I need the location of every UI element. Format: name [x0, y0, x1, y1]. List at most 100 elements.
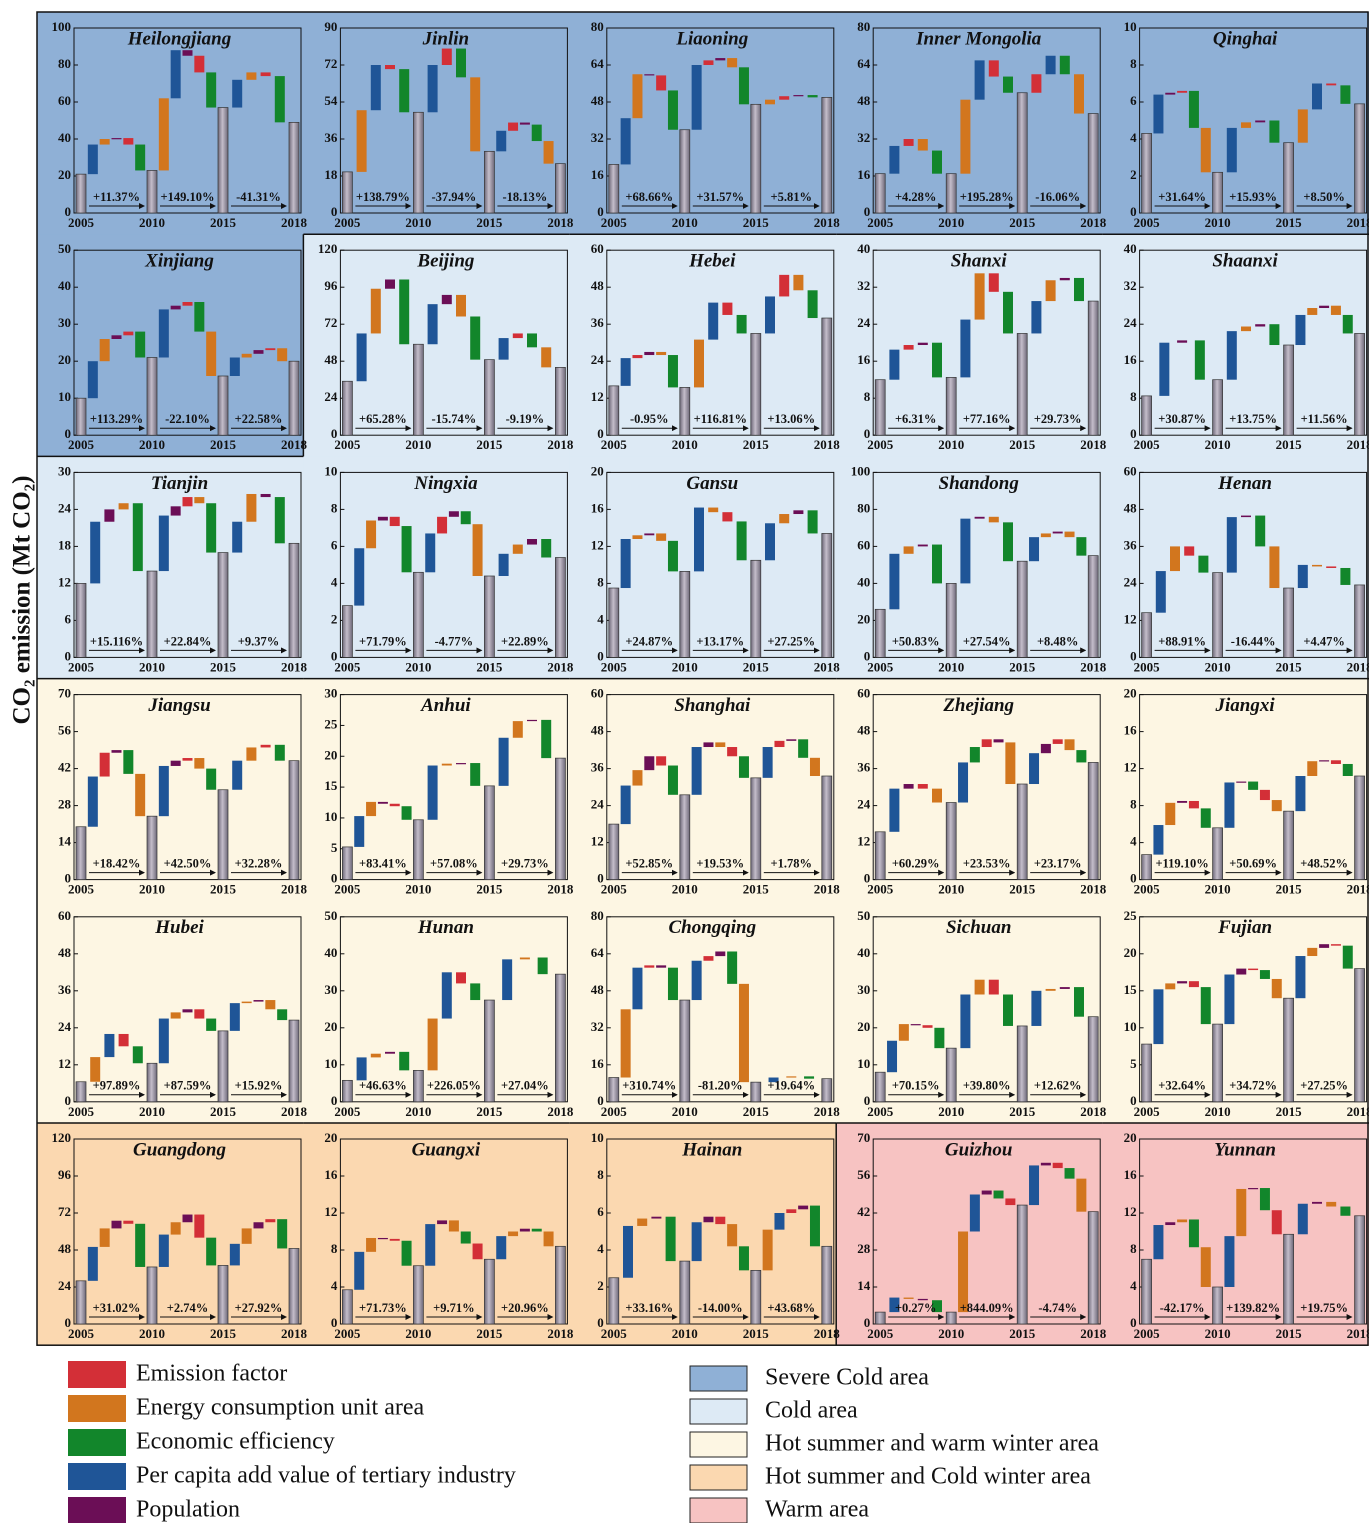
waterfall-step [807, 510, 818, 534]
waterfall-step [1153, 1225, 1164, 1260]
panel-title: Guizhou [945, 1139, 1013, 1160]
waterfall-step [519, 957, 530, 960]
y-tick-label: 16 [591, 500, 605, 515]
waterfall-step [727, 1224, 738, 1247]
y-tick-label: 14 [58, 834, 72, 849]
panel-title: Hebei [688, 251, 736, 272]
x-tick-label: 2010 [405, 215, 431, 230]
x-tick-label: 2018 [1347, 1326, 1369, 1341]
total-bar [288, 542, 300, 658]
x-tick-label: 2015 [210, 882, 237, 897]
waterfall-step [793, 510, 804, 515]
waterfall-step [1076, 537, 1087, 556]
y-tick-label: 12 [591, 834, 604, 849]
waterfall-step [708, 302, 719, 340]
waterfall-step [1029, 1165, 1040, 1206]
y-tick-label: 120 [52, 1130, 72, 1145]
y-tick-label: 0 [597, 1315, 604, 1330]
waterfall-step [158, 1018, 169, 1064]
waterfall-step [1297, 564, 1308, 589]
waterfall-step [889, 553, 900, 610]
waterfall-step [903, 546, 914, 554]
period-change-label: +138.79% [356, 190, 410, 204]
x-tick-label: 2005 [334, 1104, 361, 1119]
x-tick-label: 2018 [281, 1104, 308, 1119]
x-tick-label: 2015 [1276, 1326, 1303, 1341]
waterfall-step [960, 319, 971, 378]
waterfall-step [779, 274, 790, 297]
y-tick-label: 14 [857, 1278, 871, 1293]
x-tick-label: 2018 [547, 215, 574, 230]
waterfall-step [354, 548, 365, 606]
waterfall-step [889, 1297, 900, 1313]
panel-title: Sichuan [946, 917, 1011, 938]
y-tick-label: 10 [857, 1056, 870, 1071]
period-change-label: -41.31% [236, 190, 281, 204]
waterfall-step [623, 1225, 633, 1278]
waterfall-step [1177, 90, 1188, 93]
period-change-label: +11.37% [93, 190, 140, 204]
period-change-label: +77.16% [963, 412, 1011, 426]
waterfall-step [427, 1018, 438, 1071]
total-bar [217, 107, 229, 214]
waterfall-step [1307, 308, 1318, 315]
waterfall-step [1170, 546, 1180, 572]
waterfall-step [722, 302, 733, 315]
period-change-label: +65.28% [359, 412, 407, 426]
waterfall-step [241, 353, 252, 358]
waterfall-step [1295, 956, 1306, 999]
y-tick-label: 16 [1124, 352, 1138, 367]
panel-title: Guangxi [412, 1139, 481, 1160]
period-change-label: +29.73% [501, 856, 549, 870]
total-bar [750, 333, 762, 436]
plot-frame [872, 1138, 1101, 1325]
waterfall-step [399, 69, 410, 113]
total-bar [484, 359, 495, 436]
y-tick-label: 32 [857, 278, 870, 293]
panel-title: Shandong [939, 473, 1019, 494]
waterfall-step [1076, 1178, 1087, 1212]
period-change-label: +23.17% [1034, 856, 1082, 870]
waterfall-step [1241, 326, 1251, 332]
period-change-label: +9.37% [238, 634, 280, 648]
period-change-label: +13.75% [1229, 412, 1277, 426]
legend-label: Energy consumption unit area [136, 1395, 425, 1421]
waterfall-step [1059, 55, 1070, 75]
period-change-label: -18.13% [503, 190, 548, 204]
waterfall-step [111, 335, 122, 339]
waterfall-step [1342, 945, 1353, 969]
waterfall-step [1059, 987, 1070, 989]
waterfall-step [1059, 277, 1070, 281]
total-bar [484, 1258, 495, 1325]
period-change-label: +6.31% [895, 412, 937, 426]
waterfall-step [804, 1076, 815, 1079]
waterfall-step [427, 304, 438, 345]
waterfall-step [1200, 127, 1211, 173]
waterfall-step [694, 507, 704, 572]
x-tick-label: 2015 [476, 1326, 503, 1341]
waterfall-step [922, 1025, 933, 1028]
waterfall-step [277, 1009, 288, 1021]
waterfall-step [206, 331, 217, 376]
waterfall-step [470, 77, 481, 152]
waterfall-step [118, 503, 129, 510]
period-change-label: +5.81% [771, 190, 813, 204]
waterfall-step [194, 302, 205, 332]
waterfall-step [1255, 120, 1266, 123]
plot-frame [1139, 694, 1368, 881]
waterfall-step [1045, 280, 1056, 302]
x-tick-label: 2018 [814, 215, 841, 230]
waterfall-step [981, 739, 992, 748]
waterfall-step [512, 721, 523, 738]
total-bar [217, 552, 229, 658]
y-tick-label: 80 [857, 19, 870, 34]
y-tick-label: 40 [1124, 241, 1137, 256]
total-bar [146, 815, 158, 880]
y-tick-label: 60 [58, 908, 71, 923]
plot-frame [1139, 1138, 1368, 1325]
waterfall-step [1297, 109, 1308, 143]
y-tick-label: 12 [1124, 760, 1137, 775]
x-tick-label: 2010 [672, 1326, 698, 1341]
total-bar [413, 1069, 424, 1103]
